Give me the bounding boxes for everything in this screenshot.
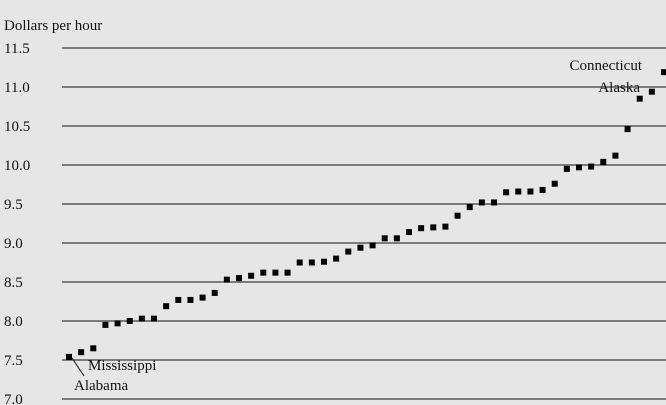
data-point	[503, 189, 510, 196]
data-point	[624, 126, 631, 133]
data-point	[248, 272, 255, 279]
data-point	[393, 235, 400, 242]
data-point	[187, 296, 194, 303]
data-point	[308, 259, 315, 266]
y-tick-label: 8.5	[4, 275, 23, 291]
data-point	[454, 212, 461, 219]
data-point	[260, 269, 267, 276]
data-point	[175, 296, 182, 303]
annotation-alabama: Alabama	[74, 378, 128, 394]
data-point	[381, 235, 388, 242]
data-point	[576, 164, 582, 171]
data-point	[345, 248, 352, 255]
data-point	[612, 152, 619, 159]
data-point	[151, 315, 157, 322]
data-point	[236, 275, 242, 282]
annotation-mississippi: Mississippi	[88, 358, 156, 374]
data-point	[296, 259, 303, 266]
y-tick-label: 9.5	[4, 197, 23, 213]
data-point	[272, 269, 279, 276]
data-point	[138, 315, 145, 322]
y-axis-label: Dollars per hour	[4, 18, 102, 34]
data-point	[163, 303, 170, 310]
y-tick-label: 9.0	[4, 236, 23, 252]
data-point	[78, 349, 85, 356]
data-point	[442, 223, 449, 230]
data-point	[114, 320, 121, 327]
data-point	[636, 95, 643, 102]
data-point	[418, 225, 425, 232]
data-point	[357, 244, 364, 251]
y-tick-label: 11.0	[4, 80, 30, 96]
data-point	[648, 88, 655, 95]
y-tick-label: 7.0	[4, 392, 23, 405]
data-point	[369, 242, 376, 249]
data-point	[321, 258, 327, 265]
data-point	[515, 188, 522, 195]
data-point	[661, 69, 666, 76]
data-point	[102, 321, 109, 328]
data-point	[406, 229, 412, 236]
data-point	[333, 255, 340, 262]
leader-line-alabama	[71, 357, 85, 377]
y-tick-label: 8.0	[4, 314, 23, 330]
y-tick-labels: 11.5 11.0 10.5 10.0 9.5 9.0 8.5 8.0 7.5 7.0	[4, 41, 30, 405]
data-point	[491, 199, 497, 206]
data-point	[466, 204, 473, 211]
annotation-connecticut: Connecticut	[570, 58, 643, 74]
data-point	[90, 345, 97, 352]
data-point	[588, 163, 595, 170]
gridlines	[62, 47, 666, 400]
y-tick-label: 11.5	[4, 41, 30, 57]
data-point	[478, 199, 485, 206]
data-point	[126, 318, 133, 324]
data-point	[430, 224, 437, 231]
y-tick-label: 10.5	[4, 119, 30, 135]
y-tick-label: 7.5	[4, 353, 23, 369]
data-point	[211, 289, 218, 296]
data-points	[66, 69, 666, 360]
data-point	[563, 165, 570, 172]
data-point	[600, 158, 607, 165]
data-point	[223, 276, 230, 283]
data-point	[66, 353, 72, 360]
annotation-alaska: Alaska	[598, 80, 640, 96]
data-point	[527, 188, 534, 195]
data-point	[199, 294, 206, 301]
y-tick-label: 10.0	[4, 158, 30, 174]
data-point	[284, 269, 291, 276]
annotations: Connecticut Alaska Mississippi Alabama	[71, 58, 643, 394]
data-point	[539, 186, 546, 193]
data-point	[551, 180, 558, 187]
